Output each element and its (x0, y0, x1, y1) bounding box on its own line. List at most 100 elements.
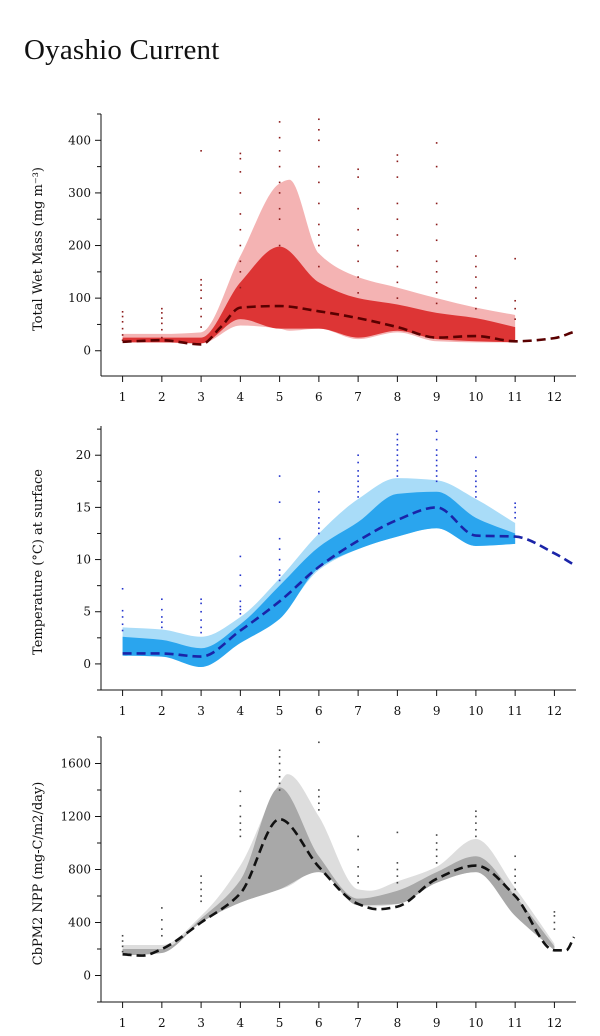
observation-point (396, 449, 399, 451)
observation-point (200, 626, 202, 629)
observation-point (396, 154, 399, 156)
observation-point (318, 165, 320, 168)
observation-point (553, 911, 556, 913)
observation-point (200, 900, 202, 903)
observation-point (200, 326, 202, 328)
x-tick-label: 5 (276, 390, 284, 404)
observation-point (435, 464, 438, 467)
observation-point (396, 454, 399, 457)
observation-point (121, 945, 124, 948)
x-tick-label: 3 (197, 390, 205, 404)
inner-range-band (122, 787, 555, 956)
y-tick-label: 200 (68, 239, 91, 253)
observation-point (357, 454, 359, 457)
observation-point (435, 165, 438, 168)
page-title: Oyashio Current (24, 34, 220, 66)
y-tick-label: 0 (83, 657, 91, 671)
y-tick-label: 10 (76, 553, 91, 567)
observation-point (161, 928, 163, 930)
observation-point (357, 470, 359, 472)
inner-range-band (122, 246, 516, 344)
y-tick-label: 1600 (60, 757, 91, 771)
observation-point (239, 271, 242, 273)
observation-point (318, 789, 320, 791)
y-tick-label: 1200 (60, 810, 91, 824)
observation-point (318, 795, 320, 798)
observation-point (514, 868, 516, 871)
x-tick-label: 4 (237, 390, 245, 404)
observation-point (318, 501, 320, 503)
observation-point (396, 202, 399, 205)
x-tick-label: 5 (276, 704, 284, 718)
observation-point (278, 150, 281, 152)
x-tick-label: 2 (158, 1016, 166, 1030)
x-tick-label: 9 (433, 704, 441, 718)
observation-point (121, 623, 124, 626)
observation-point (357, 496, 359, 498)
observation-point (435, 842, 438, 844)
x-tick-label: 12 (547, 704, 562, 718)
observation-point (200, 631, 202, 634)
observation-point (278, 165, 281, 168)
observation-point (200, 289, 202, 292)
observation-point (239, 790, 242, 793)
observation-point (475, 810, 477, 812)
observation-point (553, 928, 556, 930)
observation-point (514, 299, 516, 302)
observation-point (318, 265, 320, 268)
x-tick-label: 8 (394, 704, 402, 718)
plot-area (121, 741, 576, 957)
observation-point (278, 548, 281, 550)
observation-point (278, 192, 281, 194)
observation-point (161, 919, 163, 921)
observation-point (357, 490, 359, 493)
x-tick-label: 1 (119, 1016, 127, 1030)
observation-point (200, 150, 202, 152)
x-tick-label: 6 (315, 1016, 323, 1030)
observation-point (161, 608, 163, 611)
observation-point (514, 875, 516, 877)
observation-point (435, 449, 438, 451)
observation-point (161, 598, 163, 601)
observation-point (475, 490, 477, 493)
observation-point (514, 888, 516, 891)
observation-point (200, 307, 202, 310)
observation-point (121, 327, 124, 330)
x-tick-label: 9 (433, 1016, 441, 1030)
observation-point (121, 315, 124, 318)
inner-range-band (122, 491, 516, 668)
observation-point (121, 334, 124, 336)
observation-point (161, 317, 163, 319)
observation-point (357, 881, 359, 884)
observation-point (318, 118, 320, 121)
observation-point (318, 508, 320, 511)
observation-point (239, 574, 242, 577)
observation-point (161, 907, 163, 909)
observation-point (396, 831, 399, 834)
observation-point (278, 136, 281, 139)
observation-point (121, 950, 124, 953)
observation-point (435, 475, 438, 477)
observation-point (278, 501, 281, 503)
observation-point (396, 249, 399, 252)
observation-point (239, 822, 242, 824)
observation-point (278, 769, 281, 771)
observation-point (514, 307, 516, 310)
observation-point (200, 598, 202, 601)
x-tick-label: 8 (394, 390, 402, 404)
observation-point (318, 139, 320, 142)
observation-point (200, 284, 202, 286)
observation-point (435, 459, 438, 462)
observation-point (435, 260, 438, 263)
observation-point (200, 881, 202, 884)
y-tick-label: 0 (83, 344, 91, 358)
x-tick-label: 12 (547, 390, 562, 404)
observation-point (318, 181, 320, 184)
observation-point (239, 835, 242, 838)
observation-point (318, 527, 320, 530)
x-tick-label: 10 (468, 704, 483, 718)
x-tick-label: 11 (508, 1016, 523, 1030)
observation-point (357, 461, 359, 464)
observation-point (161, 322, 163, 325)
